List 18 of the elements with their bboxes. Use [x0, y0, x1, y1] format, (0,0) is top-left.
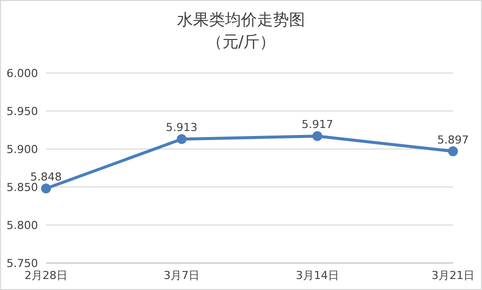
- point: [312, 131, 322, 142]
- y-tick-label: 6.000: [6, 66, 38, 80]
- x-tick-label: 3月14日: [296, 268, 339, 282]
- point: [41, 184, 51, 194]
- y-tick-label: 5.750: [6, 256, 38, 270]
- y-tick-label: 5.900: [6, 142, 38, 156]
- x-tick-label: 3月21日: [432, 268, 474, 282]
- x-tick-label: 3月7日: [164, 268, 200, 282]
- x-tick-label: 2月28日: [24, 268, 68, 282]
- data-label: 5.917: [302, 118, 334, 132]
- point: [448, 146, 458, 156]
- chart-subtitle: （元/斤）: [205, 31, 277, 53]
- point: [176, 134, 187, 144]
- data-label: 5.913: [166, 121, 198, 134]
- y-tick-label: 5.950: [6, 104, 38, 118]
- data-label: 5.897: [437, 133, 469, 146]
- chart-title: 水果类均价走势图: [176, 9, 306, 31]
- y-tick-label: 5.800: [6, 218, 38, 232]
